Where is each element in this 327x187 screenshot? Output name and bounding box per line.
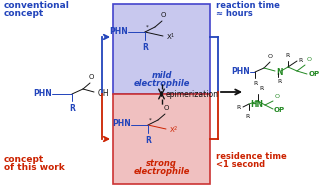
Text: concept: concept — [4, 155, 44, 164]
Text: of this work: of this work — [4, 163, 65, 172]
Text: PHN: PHN — [109, 27, 128, 36]
Text: *: * — [146, 25, 149, 30]
Text: HN: HN — [250, 99, 263, 108]
Text: <1 second: <1 second — [216, 160, 265, 169]
Text: OP: OP — [274, 107, 285, 113]
Text: ≈ hours: ≈ hours — [216, 9, 253, 18]
Text: R: R — [237, 105, 241, 110]
Text: reaction time: reaction time — [216, 1, 280, 10]
Text: R: R — [277, 79, 281, 84]
Text: concept: concept — [4, 9, 44, 18]
Text: PHN: PHN — [112, 119, 131, 128]
Text: R: R — [142, 43, 148, 52]
Text: X$^1$: X$^1$ — [166, 31, 176, 43]
Text: O: O — [163, 105, 169, 111]
Text: electrophile: electrophile — [133, 79, 190, 88]
Text: epimerization: epimerization — [165, 90, 218, 99]
Text: O: O — [267, 54, 272, 59]
Text: X$^2$: X$^2$ — [169, 124, 179, 136]
Text: PHN: PHN — [231, 67, 250, 76]
Text: *: * — [149, 118, 152, 123]
Text: conventional: conventional — [4, 1, 70, 10]
Text: R: R — [253, 81, 257, 86]
Text: N: N — [276, 68, 283, 76]
Text: residence time: residence time — [216, 152, 287, 161]
FancyBboxPatch shape — [113, 4, 210, 94]
Text: strong: strong — [146, 159, 177, 168]
Text: mild: mild — [151, 70, 172, 79]
Text: O: O — [160, 12, 166, 18]
Text: R: R — [145, 136, 151, 145]
Text: O: O — [307, 57, 312, 62]
Text: O: O — [88, 74, 94, 80]
Text: OH: OH — [98, 88, 110, 97]
Text: R: R — [259, 86, 263, 91]
Text: R: R — [246, 114, 250, 119]
FancyBboxPatch shape — [113, 94, 210, 184]
Text: R: R — [298, 57, 302, 62]
Text: OP: OP — [309, 71, 320, 77]
Text: electrophile: electrophile — [133, 166, 190, 176]
Text: R: R — [69, 104, 75, 113]
Text: R: R — [286, 53, 290, 58]
Text: O: O — [275, 94, 280, 99]
Text: PHN: PHN — [33, 88, 52, 97]
